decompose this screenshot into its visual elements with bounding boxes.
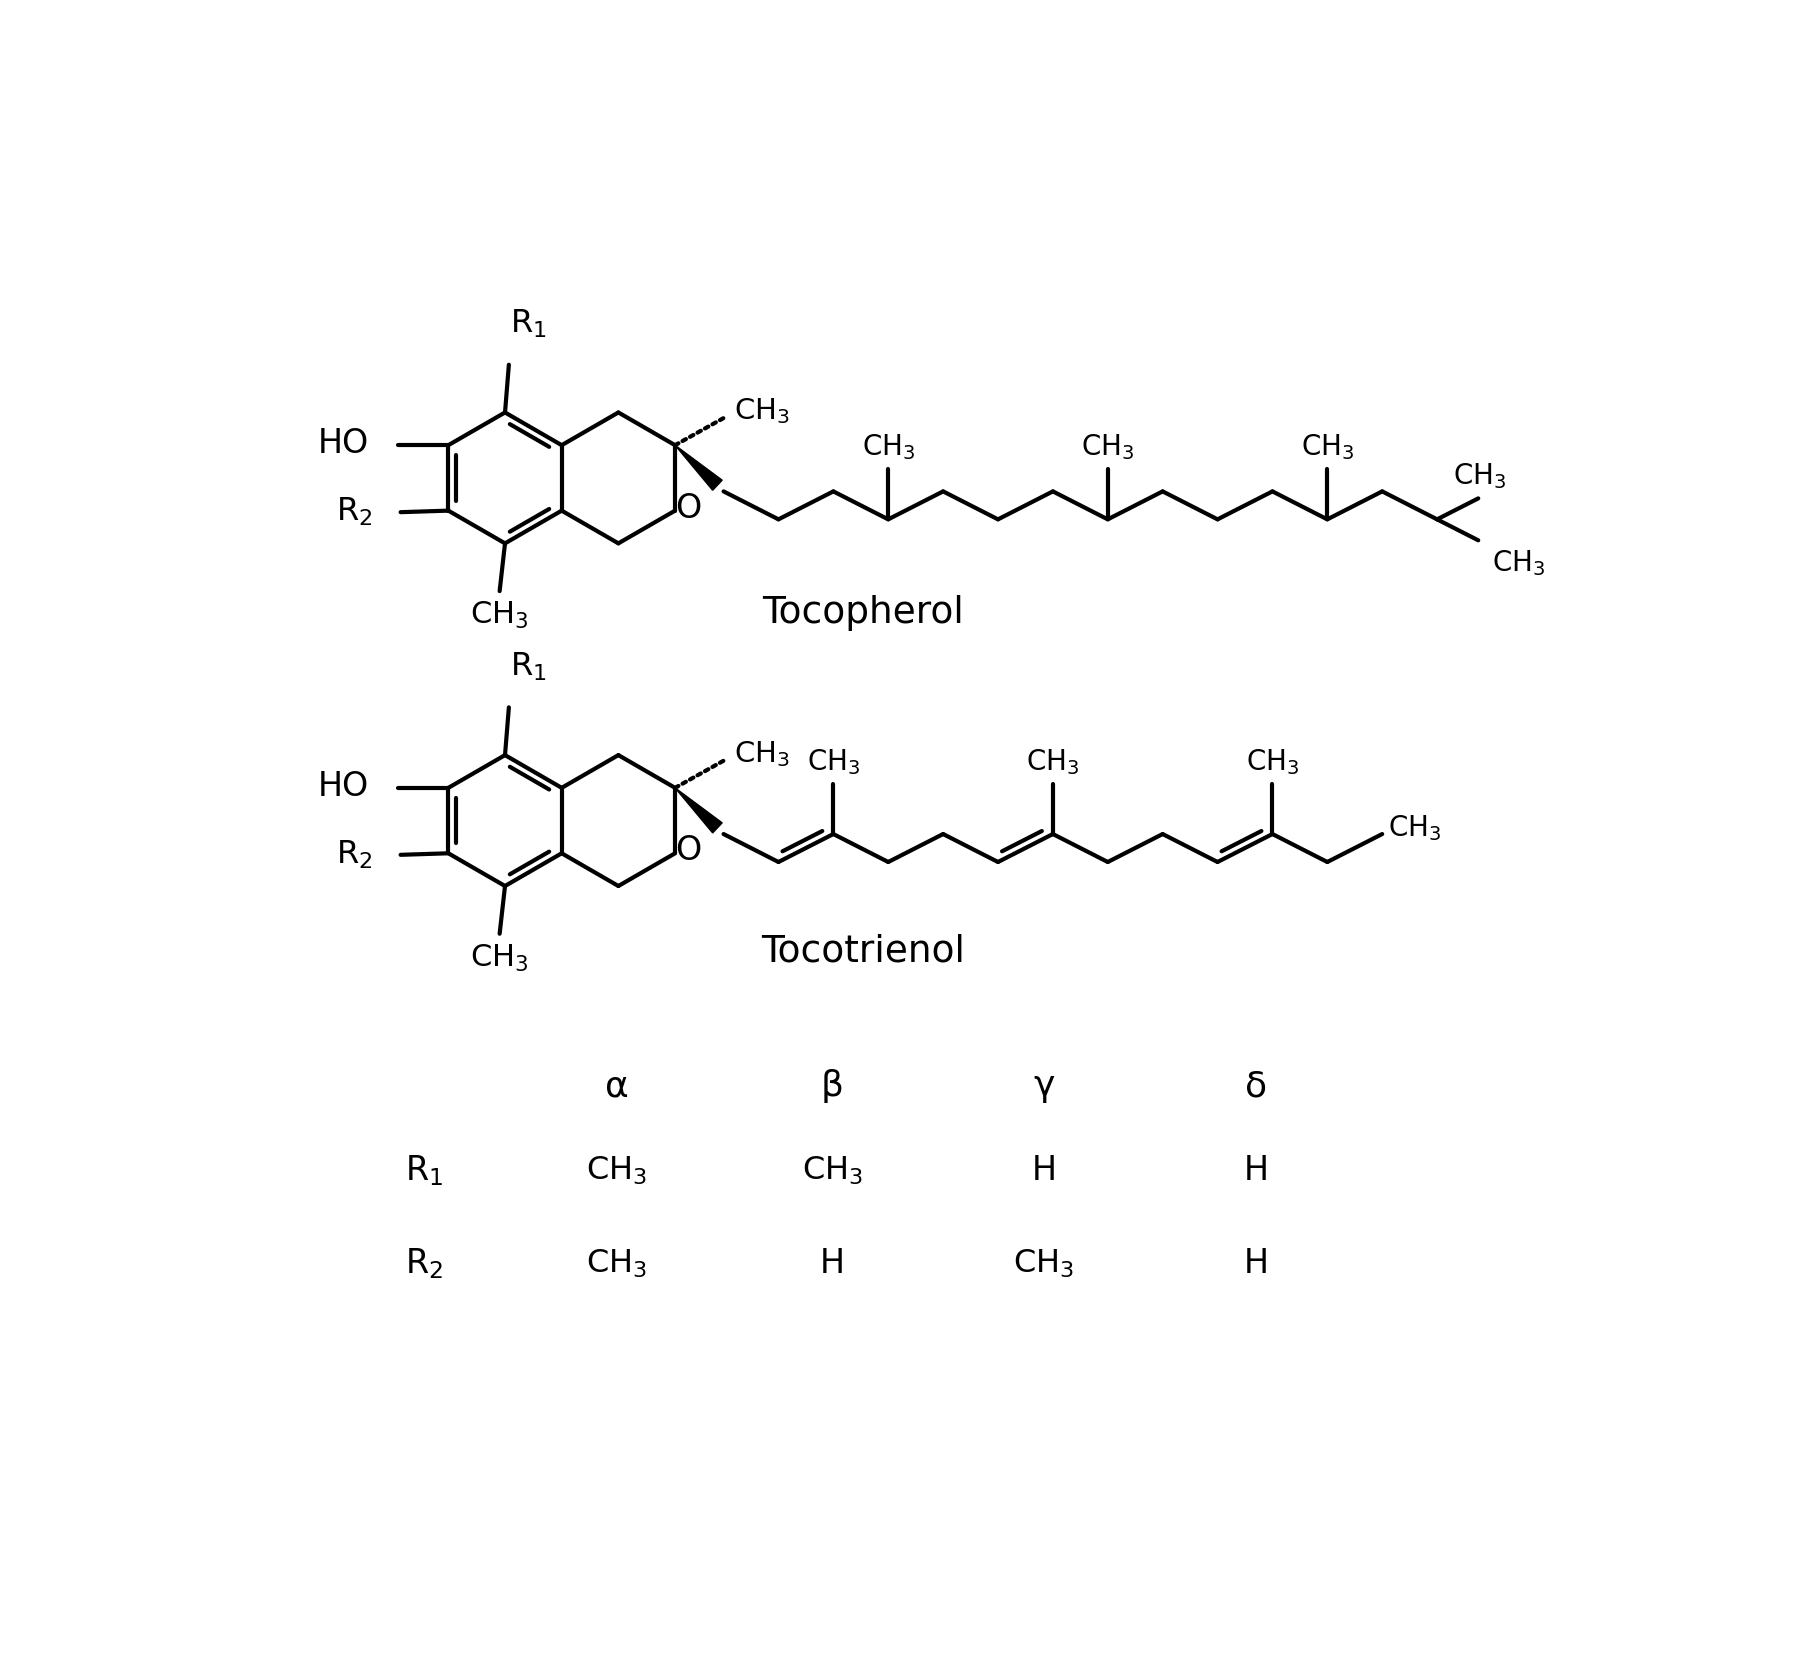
Text: $\mathregular{CH_3}$: $\mathregular{CH_3}$: [801, 1155, 863, 1187]
Polygon shape: [676, 445, 721, 490]
Text: $\mathregular{CH_3}$: $\mathregular{CH_3}$: [587, 1155, 647, 1187]
Text: H: H: [1243, 1247, 1268, 1279]
Text: Tocopherol: Tocopherol: [761, 594, 965, 631]
Text: $\mathregular{CH_3}$: $\mathregular{CH_3}$: [1388, 813, 1441, 843]
Text: H: H: [1243, 1155, 1268, 1187]
Text: O: O: [676, 492, 701, 526]
Text: H: H: [1032, 1155, 1056, 1187]
Text: $\mathregular{CH_3}$: $\mathregular{CH_3}$: [1454, 460, 1506, 490]
Text: $\mathregular{CH_3}$: $\mathregular{CH_3}$: [1027, 747, 1079, 777]
Text: $\mathregular{R_2}$: $\mathregular{R_2}$: [336, 838, 372, 871]
Text: δ: δ: [1245, 1070, 1266, 1103]
Text: HO: HO: [318, 769, 369, 803]
Text: $\mathregular{CH_3}$: $\mathregular{CH_3}$: [471, 601, 529, 631]
Text: $\mathregular{R_2}$: $\mathregular{R_2}$: [336, 495, 372, 529]
Text: $\mathregular{CH_3}$: $\mathregular{CH_3}$: [734, 739, 789, 769]
Polygon shape: [676, 787, 721, 833]
Text: O: O: [676, 834, 701, 868]
Text: $\mathregular{CH_3}$: $\mathregular{CH_3}$: [734, 396, 789, 426]
Text: β: β: [821, 1070, 843, 1103]
Text: $\mathregular{CH_3}$: $\mathregular{CH_3}$: [471, 944, 529, 974]
Text: $\mathregular{CH_3}$: $\mathregular{CH_3}$: [1081, 432, 1134, 462]
Text: $\mathregular{CH_3}$: $\mathregular{CH_3}$: [1301, 432, 1354, 462]
Text: $\mathregular{R_1}$: $\mathregular{R_1}$: [405, 1153, 443, 1189]
Text: α: α: [605, 1070, 629, 1103]
Text: Tocotrienol: Tocotrienol: [761, 934, 965, 969]
Text: $\mathregular{CH_3}$: $\mathregular{CH_3}$: [861, 432, 916, 462]
Text: HO: HO: [318, 426, 369, 460]
Text: $\mathregular{CH_3}$: $\mathregular{CH_3}$: [807, 747, 859, 777]
Text: γ: γ: [1034, 1070, 1054, 1103]
Text: $\mathregular{CH_3}$: $\mathregular{CH_3}$: [1246, 747, 1299, 777]
Text: $\mathregular{CH_3}$: $\mathregular{CH_3}$: [1492, 547, 1546, 578]
Text: $\mathregular{CH_3}$: $\mathregular{CH_3}$: [587, 1247, 647, 1279]
Text: $\mathregular{R_2}$: $\mathregular{R_2}$: [405, 1246, 443, 1281]
Text: H: H: [819, 1247, 845, 1279]
Text: $\mathregular{R_1}$: $\mathregular{R_1}$: [511, 650, 547, 683]
Text: $\mathregular{R_1}$: $\mathregular{R_1}$: [511, 307, 547, 341]
Text: $\mathregular{CH_3}$: $\mathregular{CH_3}$: [1014, 1247, 1074, 1279]
